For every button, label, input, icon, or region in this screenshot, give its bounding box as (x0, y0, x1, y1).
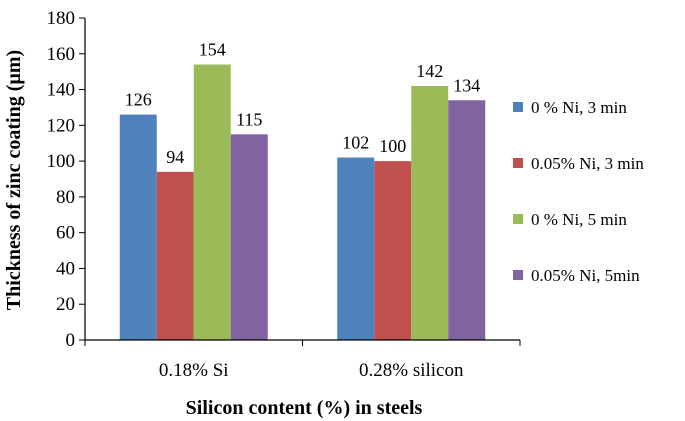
data-label: 115 (236, 109, 262, 129)
y-tick-label: 120 (47, 115, 76, 136)
y-tick-label: 80 (56, 187, 75, 208)
data-label: 142 (416, 61, 443, 81)
bar (156, 171, 194, 340)
y-axis-title: Thickness of zinc coating (µm) (3, 50, 25, 310)
legend-label: 0 % Ni, 5 min (531, 210, 627, 229)
data-label: 102 (342, 133, 369, 153)
y-tick-label: 160 (47, 44, 76, 65)
legend-swatch (513, 270, 523, 280)
y-tick-label: 180 (47, 8, 76, 29)
y-tick-label: 100 (47, 151, 76, 172)
bar (448, 100, 486, 341)
bar (411, 85, 449, 340)
legend-swatch (513, 102, 523, 112)
x-tick-label: 0.28% silicon (359, 360, 464, 381)
data-label: 154 (199, 40, 226, 60)
y-tick-label: 60 (56, 223, 75, 244)
x-axis-ticks: 0.18% Si 0.28% silicon (159, 360, 464, 381)
bar (193, 64, 231, 340)
bar (230, 134, 268, 340)
x-axis-title: Silicon content (%) in steels (186, 397, 423, 419)
data-label: 94 (166, 147, 184, 167)
legend-label: 0.05% Ni, 3 min (531, 154, 644, 173)
y-tick-label: 0 (66, 330, 76, 351)
legend-label: 0 % Ni, 3 min (531, 98, 627, 117)
bar (119, 114, 157, 340)
data-label: 134 (453, 75, 480, 95)
legend-label: 0.05% Ni, 5min (531, 266, 640, 285)
axes (84, 18, 521, 346)
data-label: 126 (125, 90, 152, 110)
x-tick-label: 0.18% Si (159, 360, 229, 381)
bar (374, 161, 412, 340)
bars (119, 64, 486, 341)
y-tick-label: 20 (56, 294, 75, 315)
legend-swatch (513, 158, 523, 168)
y-tick-label: 40 (56, 258, 75, 279)
legend-swatch (513, 214, 523, 224)
y-axis-ticks: 0 20 40 60 80 100 120 140 160 180 (47, 8, 85, 351)
data-label: 100 (379, 136, 406, 156)
bar (337, 157, 375, 340)
data-labels: 126 94 154 115 102 100 142 134 (125, 40, 481, 167)
legend: 0 % Ni, 3 min 0.05% Ni, 3 min 0 % Ni, 5 mi… (513, 98, 644, 285)
y-tick-label: 140 (47, 80, 76, 101)
